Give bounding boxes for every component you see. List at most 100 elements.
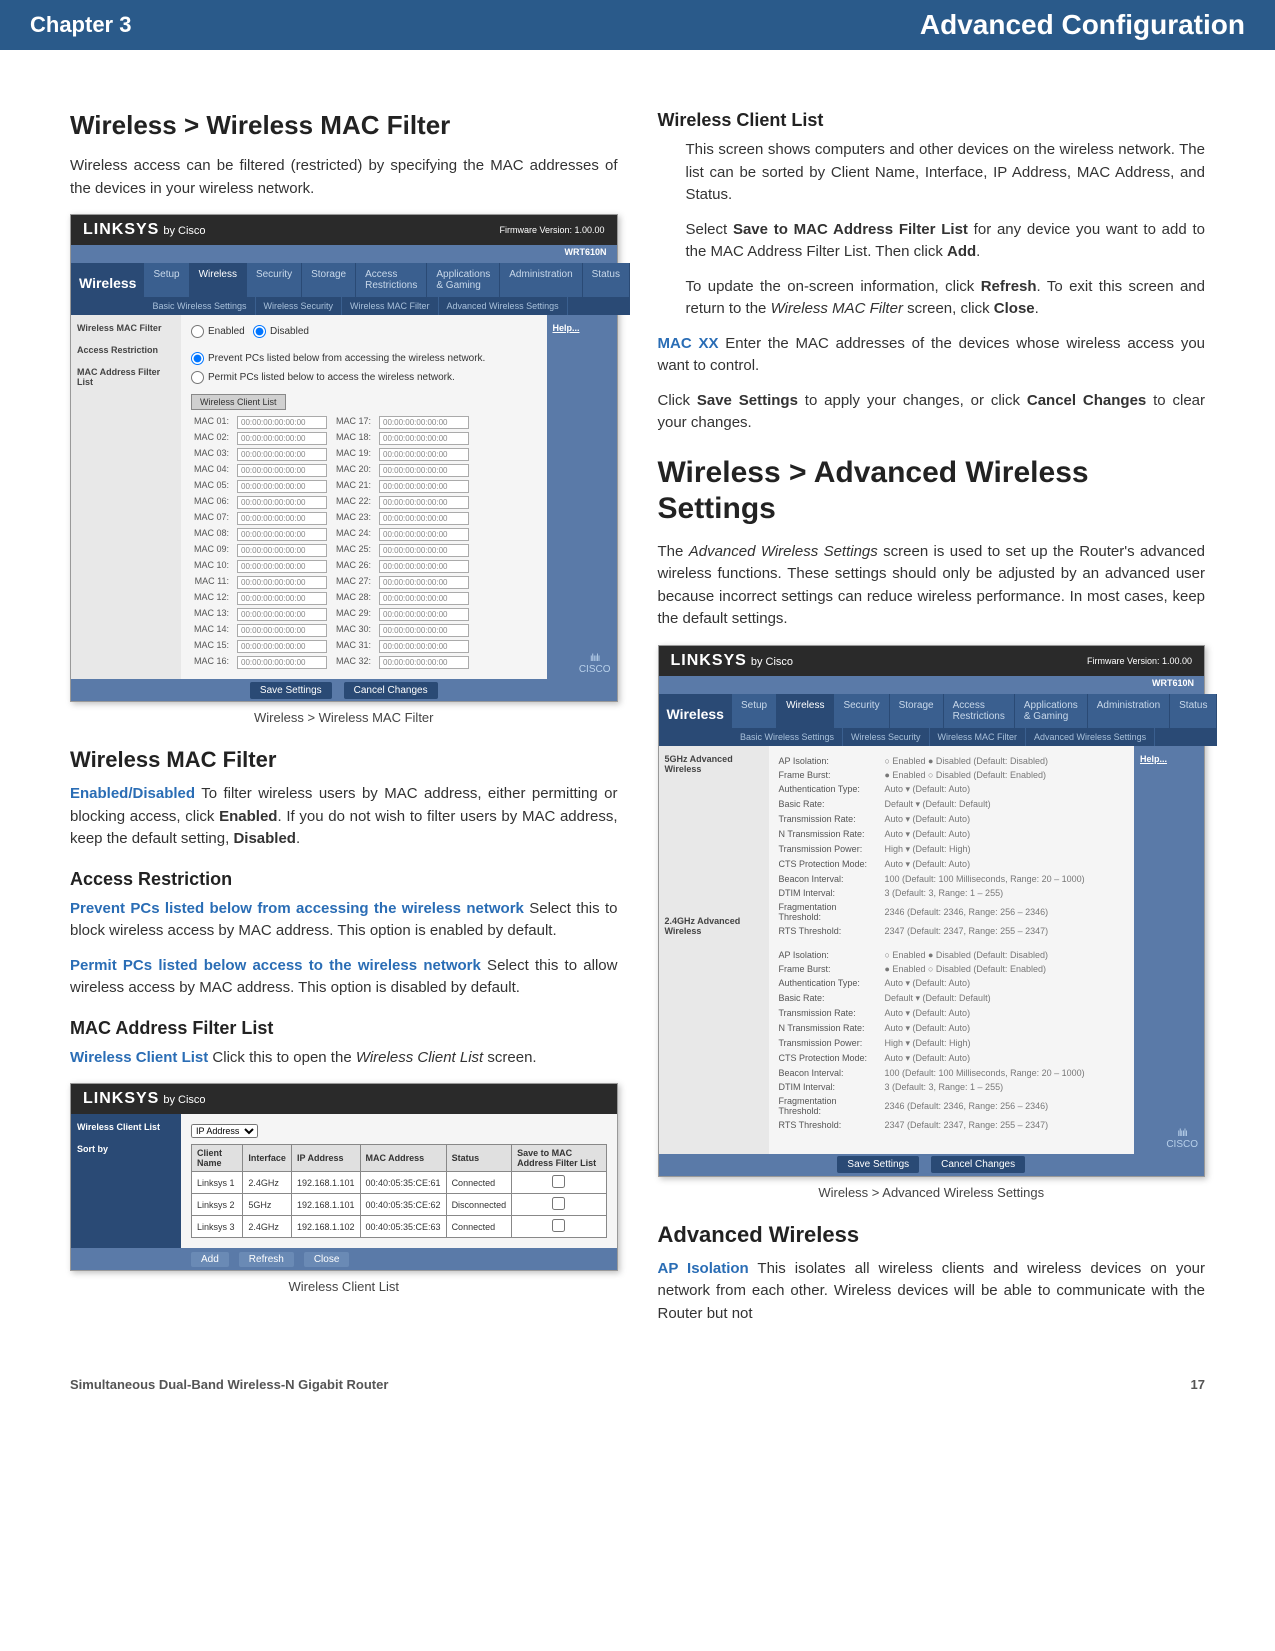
mac-field[interactable]: 00:00:00:00:00:00 (379, 528, 469, 541)
mac-field[interactable]: 00:00:00:00:00:00 (237, 576, 327, 589)
tab-administration[interactable]: Administration (500, 263, 582, 297)
tab-applications-gaming[interactable]: Applications & Gaming (1015, 694, 1088, 728)
tab-setup[interactable]: Setup (144, 263, 189, 297)
adv-control[interactable]: 2347 (Default: 2347, Range: 255 – 2347) (885, 1120, 1125, 1130)
radio-prevent[interactable] (191, 352, 204, 365)
mac-field[interactable]: 00:00:00:00:00:00 (237, 640, 327, 653)
adv-control[interactable]: 100 (Default: 100 Milliseconds, Range: 2… (885, 1068, 1125, 1078)
mac-field[interactable]: 00:00:00:00:00:00 (237, 608, 327, 621)
permit-row[interactable]: Permit PCs listed below to access the wi… (191, 371, 537, 384)
adv-control[interactable]: Auto ▾ (Default: Auto) (885, 784, 1125, 795)
adv-control[interactable]: Default ▾ (Default: Default) (885, 993, 1125, 1004)
tab-access-restrictions[interactable]: Access Restrictions (944, 694, 1015, 728)
mac-field[interactable]: 00:00:00:00:00:00 (379, 640, 469, 653)
mac-field[interactable]: 00:00:00:00:00:00 (237, 416, 327, 429)
subtab-wireless-mac-filter[interactable]: Wireless MAC Filter (342, 297, 439, 315)
mac-field[interactable]: 00:00:00:00:00:00 (237, 592, 327, 605)
mac-field[interactable]: 00:00:00:00:00:00 (237, 624, 327, 637)
adv-control[interactable]: High ▾ (Default: High) (885, 1038, 1125, 1049)
adv-control[interactable]: 2346 (Default: 2346, Range: 256 – 2346) (885, 1101, 1125, 1111)
tab-setup[interactable]: Setup (732, 694, 777, 728)
mac-field[interactable]: 00:00:00:00:00:00 (379, 576, 469, 589)
adv-control[interactable]: 2346 (Default: 2346, Range: 256 – 2346) (885, 907, 1125, 917)
mac-field[interactable]: 00:00:00:00:00:00 (237, 448, 327, 461)
subtab-advanced-wireless-settings[interactable]: Advanced Wireless Settings (439, 297, 568, 315)
save-to-mac-checkbox[interactable] (552, 1197, 565, 1210)
adv-control[interactable]: Default ▾ (Default: Default) (885, 799, 1125, 810)
cancel-changes-button-2[interactable]: Cancel Changes (931, 1156, 1025, 1173)
save-settings-button-2[interactable]: Save Settings (837, 1156, 919, 1173)
radio-enabled[interactable] (191, 325, 204, 338)
adv-control[interactable]: ○ Enabled ● Disabled (Default: Disabled) (885, 756, 1125, 766)
adv-control[interactable]: Auto ▾ (Default: Auto) (885, 829, 1125, 840)
mac-field[interactable]: 00:00:00:00:00:00 (379, 560, 469, 573)
tab-wireless[interactable]: Wireless (777, 694, 834, 728)
mac-field[interactable]: 00:00:00:00:00:00 (379, 496, 469, 509)
mac-field[interactable]: 00:00:00:00:00:00 (379, 544, 469, 557)
mac-field[interactable]: 00:00:00:00:00:00 (237, 560, 327, 573)
tab-applications-gaming[interactable]: Applications & Gaming (427, 263, 500, 297)
adv-control[interactable]: 2347 (Default: 2347, Range: 255 – 2347) (885, 926, 1125, 936)
sortby-select[interactable]: IP Address (191, 1124, 258, 1138)
refresh-button[interactable]: Refresh (239, 1252, 294, 1267)
subtab-basic-wireless-settings[interactable]: Basic Wireless Settings (732, 728, 843, 746)
adv-control[interactable]: Auto ▾ (Default: Auto) (885, 1053, 1125, 1064)
subtab-wireless-mac-filter[interactable]: Wireless MAC Filter (930, 728, 1027, 746)
mac-field[interactable]: 00:00:00:00:00:00 (237, 432, 327, 445)
tab-status[interactable]: Status (1170, 694, 1217, 728)
tab-storage[interactable]: Storage (890, 694, 944, 728)
help-link[interactable]: Help... (553, 323, 580, 333)
save-settings-button[interactable]: Save Settings (250, 682, 332, 699)
mac-field[interactable]: 00:00:00:00:00:00 (379, 464, 469, 477)
mac-field[interactable]: 00:00:00:00:00:00 (379, 608, 469, 621)
adv-control[interactable]: Auto ▾ (Default: Auto) (885, 1023, 1125, 1034)
mac-field[interactable]: 00:00:00:00:00:00 (237, 464, 327, 477)
add-button[interactable]: Add (191, 1252, 229, 1267)
save-to-mac-checkbox[interactable] (552, 1175, 565, 1188)
subtab-wireless-security[interactable]: Wireless Security (843, 728, 930, 746)
mac-field[interactable]: 00:00:00:00:00:00 (379, 416, 469, 429)
mac-field[interactable]: 00:00:00:00:00:00 (237, 544, 327, 557)
subtab-wireless-security[interactable]: Wireless Security (256, 297, 343, 315)
mac-field[interactable]: 00:00:00:00:00:00 (379, 448, 469, 461)
adv-control[interactable]: ● Enabled ○ Disabled (Default: Enabled) (885, 964, 1125, 974)
tab-security[interactable]: Security (834, 694, 889, 728)
close-button[interactable]: Close (304, 1252, 350, 1267)
adv-control[interactable]: Auto ▾ (Default: Auto) (885, 978, 1125, 989)
adv-control[interactable]: 3 (Default: 3, Range: 1 – 255) (885, 888, 1125, 898)
tab-storage[interactable]: Storage (302, 263, 356, 297)
adv-control[interactable]: Auto ▾ (Default: Auto) (885, 814, 1125, 825)
tab-access-restrictions[interactable]: Access Restrictions (356, 263, 427, 297)
tab-administration[interactable]: Administration (1088, 694, 1170, 728)
tab-wireless[interactable]: Wireless (190, 263, 247, 297)
enabled-disabled-row[interactable]: Enabled Disabled (191, 325, 537, 338)
adv-control[interactable]: 100 (Default: 100 Milliseconds, Range: 2… (885, 874, 1125, 884)
subtab-basic-wireless-settings[interactable]: Basic Wireless Settings (144, 297, 255, 315)
mac-field[interactable]: 00:00:00:00:00:00 (379, 512, 469, 525)
mac-field[interactable]: 00:00:00:00:00:00 (237, 480, 327, 493)
mac-field[interactable]: 00:00:00:00:00:00 (379, 480, 469, 493)
prevent-row[interactable]: Prevent PCs listed below from accessing … (191, 352, 537, 365)
subtab-advanced-wireless-settings[interactable]: Advanced Wireless Settings (1026, 728, 1155, 746)
mac-field[interactable]: 00:00:00:00:00:00 (237, 528, 327, 541)
cancel-changes-button[interactable]: Cancel Changes (344, 682, 438, 699)
adv-control[interactable]: ○ Enabled ● Disabled (Default: Disabled) (885, 950, 1125, 960)
mac-field[interactable]: 00:00:00:00:00:00 (379, 432, 469, 445)
help-link-2[interactable]: Help... (1140, 754, 1167, 764)
adv-control[interactable]: High ▾ (Default: High) (885, 844, 1125, 855)
adv-control[interactable]: 3 (Default: 3, Range: 1 – 255) (885, 1082, 1125, 1092)
mac-field[interactable]: 00:00:00:00:00:00 (379, 656, 469, 669)
wireless-client-list-button[interactable]: Wireless Client List (191, 394, 286, 410)
mac-field[interactable]: 00:00:00:00:00:00 (379, 624, 469, 637)
mac-field[interactable]: 00:00:00:00:00:00 (379, 592, 469, 605)
adv-control[interactable]: ● Enabled ○ Disabled (Default: Enabled) (885, 770, 1125, 780)
mac-field[interactable]: 00:00:00:00:00:00 (237, 496, 327, 509)
tab-status[interactable]: Status (583, 263, 630, 297)
radio-disabled[interactable] (253, 325, 266, 338)
adv-control[interactable]: Auto ▾ (Default: Auto) (885, 1008, 1125, 1019)
mac-field[interactable]: 00:00:00:00:00:00 (237, 656, 327, 669)
tab-security[interactable]: Security (247, 263, 302, 297)
save-to-mac-checkbox[interactable] (552, 1219, 565, 1232)
radio-permit[interactable] (191, 371, 204, 384)
mac-field[interactable]: 00:00:00:00:00:00 (237, 512, 327, 525)
